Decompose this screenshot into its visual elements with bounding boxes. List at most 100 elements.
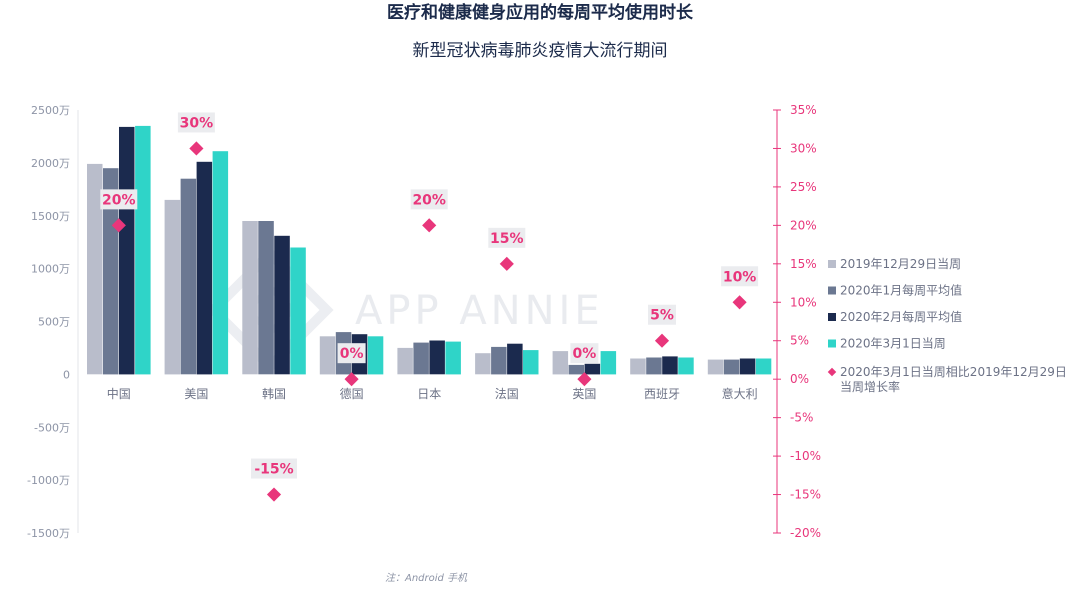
growth-points: 20% 30% -15% 0% 20% 15% 0% 5% 10% <box>100 112 759 502</box>
right-tick-label: 10% <box>790 295 817 309</box>
bar <box>180 178 197 375</box>
x-tick-label: 法国 <box>495 387 519 401</box>
legend-label: 2020年3月1日当周 <box>840 337 946 351</box>
left-tick-label: 1000万 <box>31 263 70 276</box>
data-label-box <box>337 343 366 364</box>
bar <box>475 353 491 375</box>
left-tick-label: 2000万 <box>31 157 70 170</box>
bar <box>164 199 181 375</box>
data-label: 30% <box>180 115 214 131</box>
bar <box>739 358 756 375</box>
data-label: 0% <box>573 346 597 362</box>
growth-point <box>344 372 359 387</box>
growth-point <box>577 372 592 387</box>
bar <box>367 336 384 375</box>
bar <box>707 359 724 375</box>
data-label-box <box>251 458 297 479</box>
left-tick-label: 500万 <box>38 316 70 329</box>
right-tick-label: -15% <box>790 488 821 502</box>
watermark-text: APP ANNIE <box>355 288 604 334</box>
bar <box>413 342 429 375</box>
x-tick-label: 中国 <box>107 386 131 401</box>
bar <box>103 168 119 375</box>
right-tick-label: 25% <box>790 180 817 194</box>
data-label: -15% <box>254 462 293 478</box>
data-label-box <box>177 112 215 133</box>
legend-label: 2019年12月29日当周 <box>840 257 961 271</box>
data-label-box <box>648 304 676 325</box>
data-label-box <box>570 343 599 364</box>
legend-label: 2020年1月每周平均值 <box>840 283 962 298</box>
right-tick-label: -5% <box>790 411 813 425</box>
x-tick-label: 德国 <box>340 386 364 401</box>
growth-point <box>189 141 204 156</box>
right-y-axis: -20% -15% -10% -5% 0% 5% 10% 15% 20% 25% 30% 35% <box>773 103 821 540</box>
data-label: 0% <box>340 346 364 362</box>
x-tick-label: 日本 <box>417 387 441 401</box>
x-tick-label: 西班牙 <box>644 387 680 401</box>
bar <box>678 357 694 375</box>
data-label: 15% <box>490 231 524 247</box>
data-label-box <box>488 227 526 248</box>
legend-swatch <box>828 286 836 295</box>
bar <box>135 125 151 375</box>
x-axis: 中国 美国 韩国 德国 日本 法国 英国 西班牙 意大利 <box>107 386 758 401</box>
bar <box>119 126 135 375</box>
left-tick-label: 2500万 <box>31 104 70 117</box>
bar <box>429 340 445 375</box>
bar <box>600 351 617 375</box>
left-tick-label: -1500万 <box>27 527 70 540</box>
bar <box>507 343 523 375</box>
bar <box>755 358 772 375</box>
bar <box>662 356 678 375</box>
legend-swatch <box>828 313 836 321</box>
bar <box>242 221 258 375</box>
data-label-box <box>410 189 448 210</box>
left-y-axis: -1500万 -1000万 -500万 0 500万 1000万 1500万 2000万 250… <box>27 104 79 540</box>
bar <box>258 221 274 375</box>
bar <box>290 247 306 375</box>
bar <box>568 364 585 375</box>
bar <box>523 350 539 375</box>
bar <box>723 359 740 375</box>
right-tick-label: 0% <box>790 372 809 386</box>
growth-point <box>499 256 514 271</box>
legend-label: 2020年3月1日当周相比2019年12月29日 <box>840 365 1067 379</box>
right-tick-label: -10% <box>790 449 821 463</box>
bar <box>319 336 336 375</box>
data-label: 10% <box>723 269 757 285</box>
bar <box>196 161 213 375</box>
right-tick-label: 20% <box>790 218 817 232</box>
bar <box>646 357 662 375</box>
x-tick-label: 韩国 <box>262 386 286 401</box>
right-tick-label: 35% <box>790 103 817 117</box>
growth-point <box>654 333 670 348</box>
bar-group <box>87 125 772 375</box>
growth-point <box>422 218 437 233</box>
left-tick-label: 1500万 <box>31 210 70 223</box>
bar <box>630 358 646 375</box>
x-tick-label: 英国 <box>572 387 596 401</box>
right-tick-label: 30% <box>790 141 817 155</box>
bar <box>397 347 413 375</box>
x-tick-label: 美国 <box>184 387 208 401</box>
legend: 2019年12月29日当周 2020年1月每周平均值 2020年2月每周平均值 202… <box>827 257 1067 394</box>
chart-subtitle: 新型冠状病毒肺炎疫情大流行期间 <box>413 41 668 61</box>
bar <box>212 151 229 375</box>
x-tick-label: 意大利 <box>722 386 758 401</box>
legend-swatch <box>828 260 836 268</box>
right-tick-label: -20% <box>790 526 821 540</box>
growth-point <box>266 487 282 502</box>
legend-label: 2020年2月每周平均值 <box>840 309 962 324</box>
left-tick-label: -500万 <box>34 421 70 434</box>
data-label-box <box>100 189 138 210</box>
bar <box>87 163 103 375</box>
left-tick-label: 0 <box>63 368 70 381</box>
bar <box>274 235 290 375</box>
legend-label-line2: 当周增长率 <box>840 379 900 394</box>
footnote: 注：Android 手机 <box>385 572 468 584</box>
chart-title: 医疗和健康健身应用的每周平均使用时长 <box>387 2 694 23</box>
bar <box>491 346 507 375</box>
bar <box>552 351 569 375</box>
